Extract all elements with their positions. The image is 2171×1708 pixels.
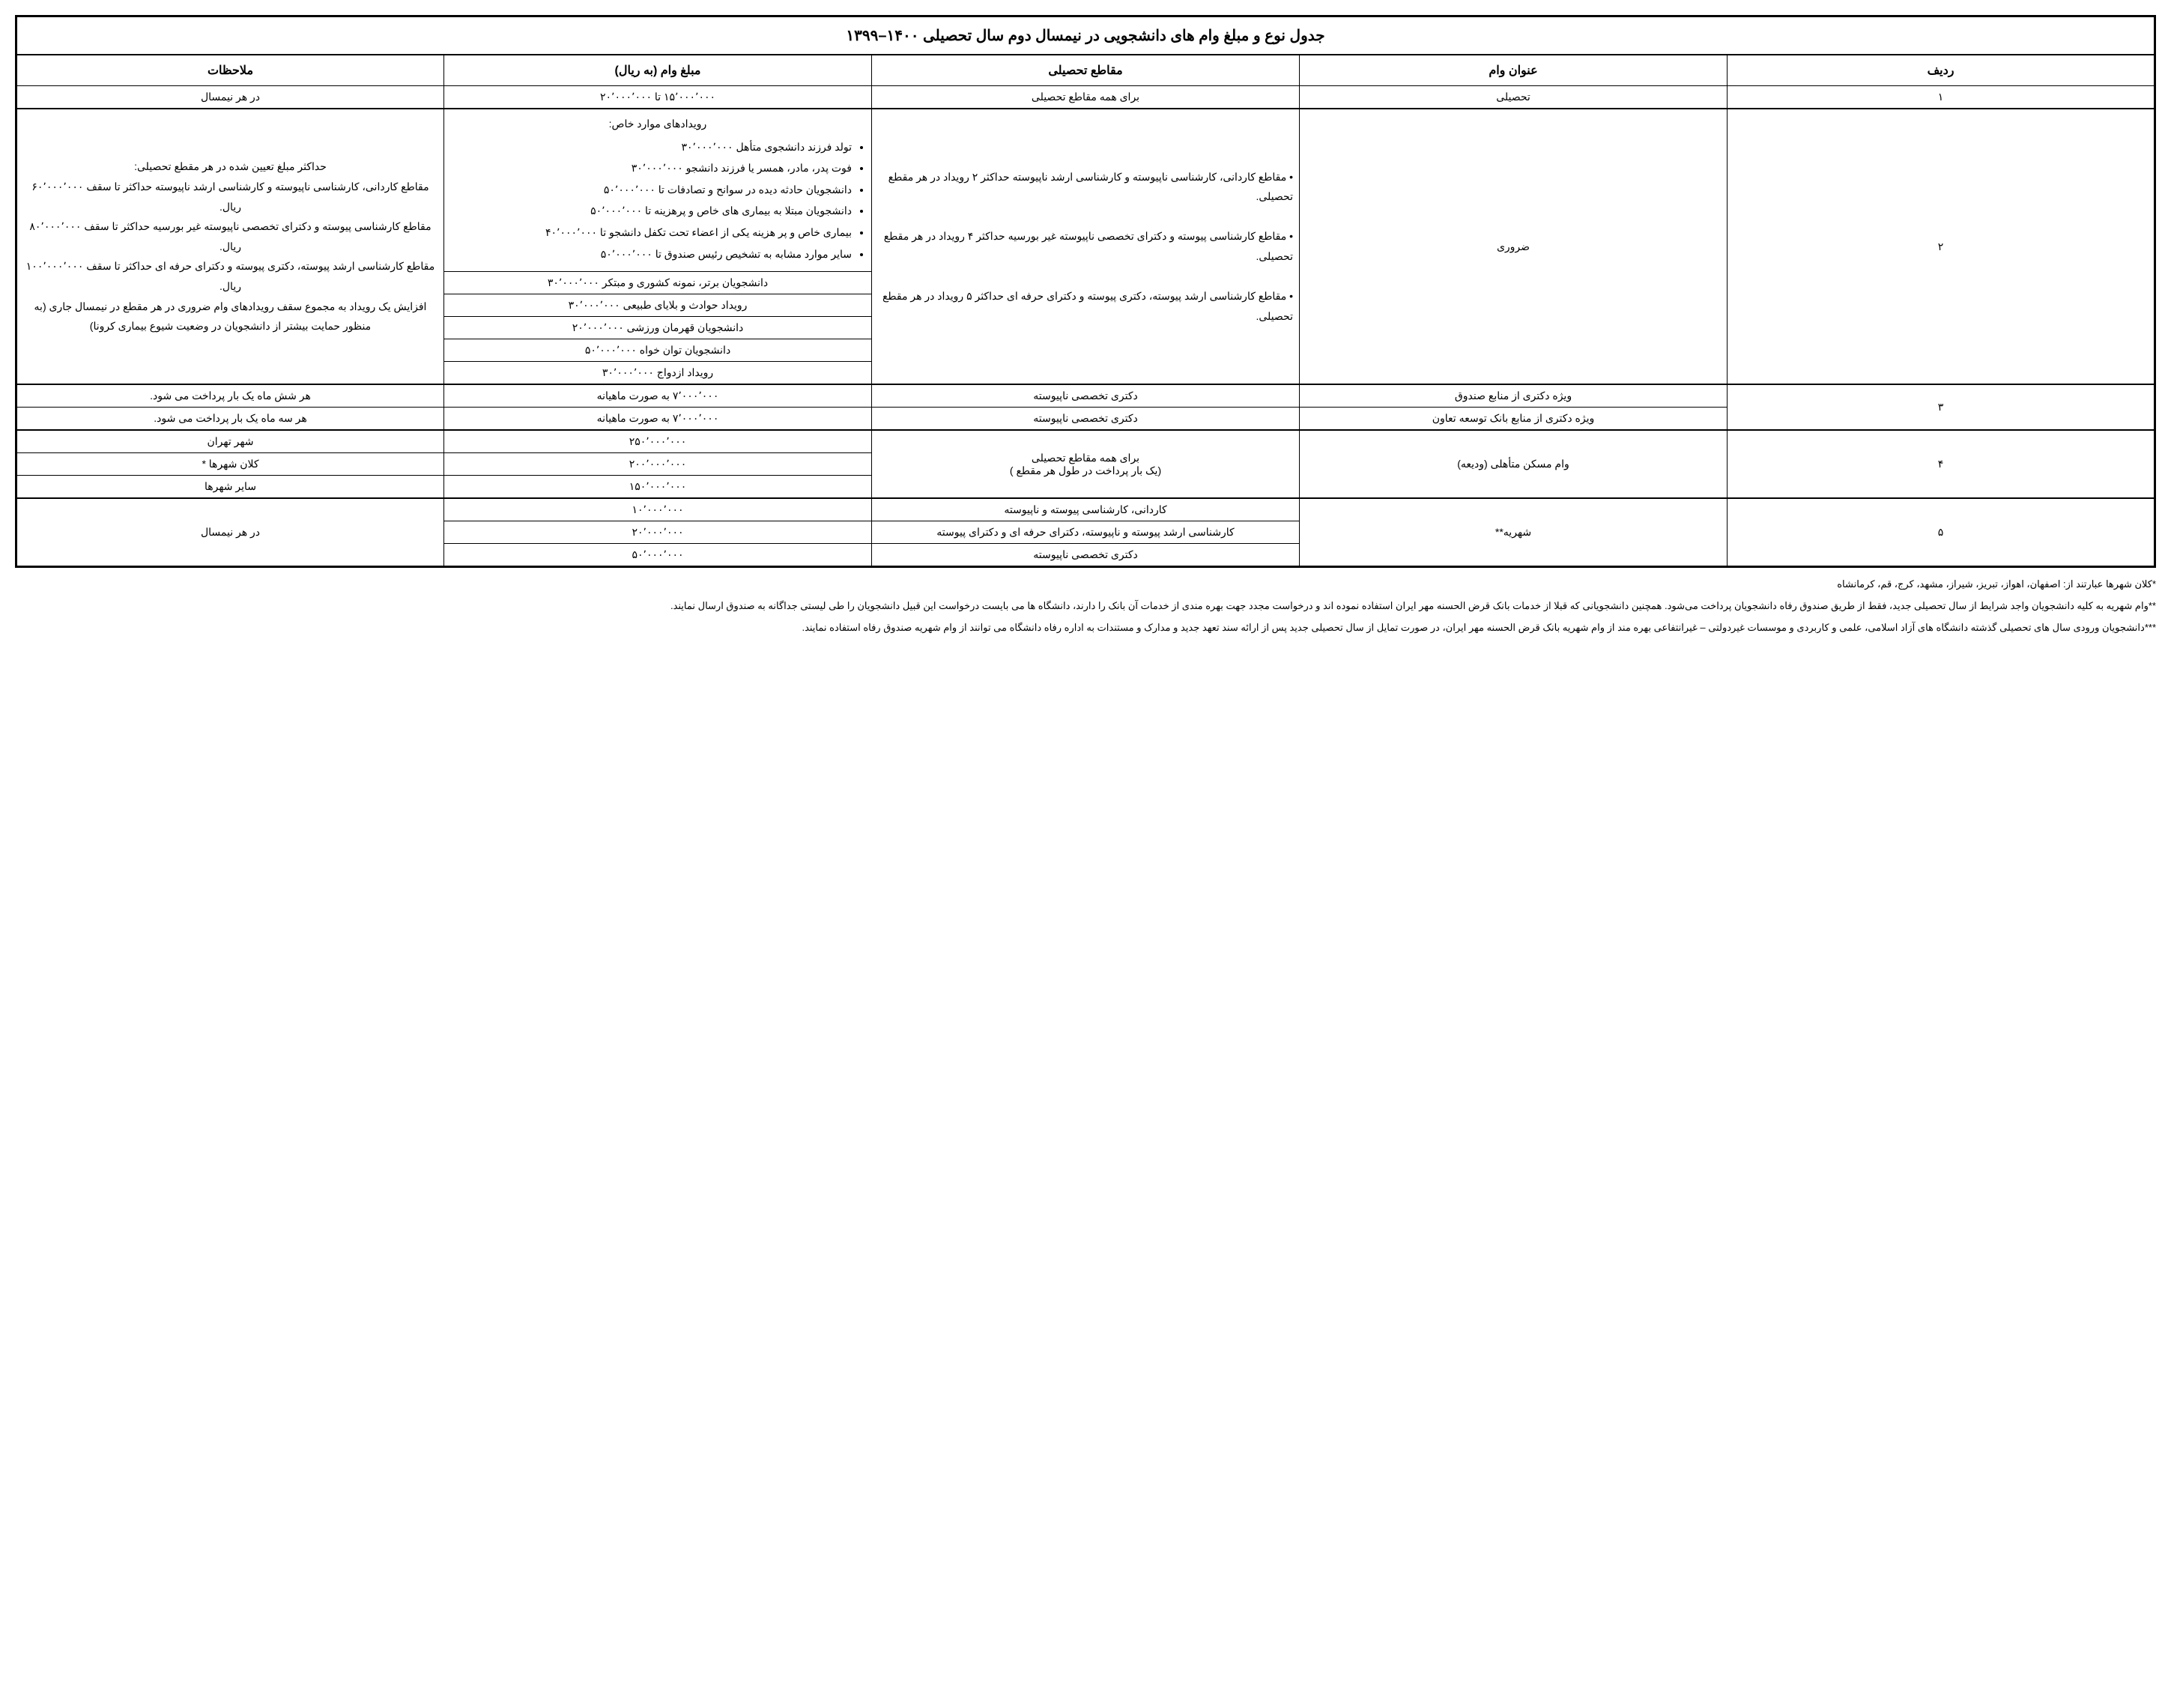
- cell-maghta: کاردانی، کارشناسی پیوسته و ناپیوسته: [872, 498, 1300, 521]
- maghta-line: • مقاطع کارشناسی ارشد پیوسته، دکتری پیوس…: [878, 286, 1293, 326]
- mol-line: مقاطع کارشناسی پیوسته و دکترای تخصصی ناپ…: [23, 216, 437, 256]
- page-container: جدول نوع و مبلغ وام های دانشجویی در نیمس…: [15, 15, 2156, 637]
- cell-maghta: • مقاطع کاردانی، کارشناسی ناپیوسته و کار…: [872, 109, 1300, 384]
- cell-maghta: دکتری تخصصی ناپیوسته: [872, 544, 1300, 567]
- cell-maghta: دکتری تخصصی ناپیوسته: [872, 384, 1300, 408]
- table-title: جدول نوع و مبلغ وام های دانشجویی در نیمس…: [16, 16, 2155, 55]
- cell-molahezat: کلان شهرها *: [16, 453, 444, 476]
- maghta-line: • مقاطع کاردانی، کارشناسی ناپیوسته و کار…: [878, 167, 1293, 207]
- cell-onvan: ضروری: [1300, 109, 1728, 384]
- cell-maghta: دکتری تخصصی ناپیوسته: [872, 408, 1300, 431]
- cell-onvan: شهریه**: [1300, 498, 1728, 567]
- cell-mablagh: ۲۵۰٬۰۰۰٬۰۰۰: [444, 430, 872, 453]
- cell-onvan: ویژه دکتری از منابع بانک توسعه تعاون: [1300, 408, 1728, 431]
- cell-radif: ۵: [1728, 498, 2155, 567]
- cell-onvan: وام مسکن متأهلی (ودیعه): [1300, 430, 1728, 498]
- cell-molahezat: هر سه ماه یک بار پرداخت می شود.: [16, 408, 444, 431]
- table-row: ۴ وام مسکن متأهلی (ودیعه) برای همه مقاطع…: [16, 430, 2155, 453]
- cell-mablagh: ۲۰٬۰۰۰٬۰۰۰: [444, 521, 872, 544]
- cell-molahezat: در هر نیمسال: [16, 498, 444, 567]
- cell-mablagh-special: رویدادهای موارد خاص: تولد فرزند دانشجوی …: [444, 109, 872, 272]
- cell-onvan: ویژه دکتری از منابع صندوق: [1300, 384, 1728, 408]
- cell-onvan: تحصیلی: [1300, 86, 1728, 109]
- maghta-line: (یک بار پرداخت در طول هر مقطع ): [878, 464, 1293, 477]
- cell-maghta: برای همه مقاطع تحصیلی: [872, 86, 1300, 109]
- cell-mablagh-sub: دانشجویان قهرمان ورزشی ۲۰٬۰۰۰٬۰۰۰: [444, 317, 872, 339]
- cell-mablagh: ۷٬۰۰۰٬۰۰۰ به صورت ماهیانه: [444, 408, 872, 431]
- footnotes: *کلان شهرها عبارتند از: اصفهان، اهواز، ت…: [15, 575, 2156, 637]
- footnote-line: **وام شهریه به کلیه دانشجویان واجد شرایط…: [15, 597, 2156, 616]
- cell-mablagh: ۱۰٬۰۰۰٬۰۰۰: [444, 498, 872, 521]
- cell-mablagh: ۲۰۰٬۰۰۰٬۰۰۰: [444, 453, 872, 476]
- table-row: ۵ شهریه** کاردانی، کارشناسی پیوسته و ناپ…: [16, 498, 2155, 521]
- special-list: تولد فرزند دانشجوی متأهل ۳۰٬۰۰۰٬۰۰۰ فوت …: [450, 137, 865, 264]
- cell-maghta: برای همه مقاطع تحصیلی (یک بار پرداخت در …: [872, 430, 1300, 498]
- list-item: تولد فرزند دانشجوی متأهل ۳۰٬۰۰۰٬۰۰۰: [450, 137, 852, 157]
- cell-radif: ۱: [1728, 86, 2155, 109]
- cell-mablagh-sub: رویداد ازدواج ۳۰٬۰۰۰٬۰۰۰: [444, 362, 872, 385]
- maghta-line: برای همه مقاطع تحصیلی: [878, 452, 1293, 464]
- table-row: ۱ تحصیلی برای همه مقاطع تحصیلی ۱۵٬۰۰۰٬۰۰…: [16, 86, 2155, 109]
- mol-line: حداکثر مبلغ تعیین شده در هر مقطع تحصیلی:: [23, 157, 437, 177]
- table-title-row: جدول نوع و مبلغ وام های دانشجویی در نیمس…: [16, 16, 2155, 55]
- col-header-molahezat: ملاحظات: [16, 55, 444, 86]
- cell-mablagh: ۱۵۰٬۰۰۰٬۰۰۰: [444, 476, 872, 499]
- col-header-mablagh: مبلغ وام (به ریال): [444, 55, 872, 86]
- mol-line: مقاطع کارشناسی ارشد پیوسته، دکتری پیوسته…: [23, 256, 437, 296]
- cell-mablagh-sub: دانشجویان توان خواه ۵۰٬۰۰۰٬۰۰۰: [444, 339, 872, 362]
- cell-mablagh: ۷٬۰۰۰٬۰۰۰ به صورت ماهیانه: [444, 384, 872, 408]
- footnote-line: ***دانشجویان ورودی سال های تحصیلی گذشته …: [15, 619, 2156, 638]
- special-title: رویدادهای موارد خاص:: [450, 114, 865, 134]
- maghta-line: • مقاطع کارشناسی پیوسته و دکترای تخصصی ن…: [878, 226, 1293, 266]
- cell-mablagh: ۱۵٬۰۰۰٬۰۰۰ تا ۲۰٬۰۰۰٬۰۰۰: [444, 86, 872, 109]
- list-item: دانشجویان حادثه دیده در سوانح و تصادفات …: [450, 180, 852, 200]
- col-header-onvan: عنوان وام: [1300, 55, 1728, 86]
- table-header-row: ردیف عنوان وام مقاطع تحصیلی مبلغ وام (به…: [16, 55, 2155, 86]
- list-item: دانشجویان مبتلا به بیماری های خاص و پرهز…: [450, 201, 852, 221]
- cell-molahezat: سایر شهرها: [16, 476, 444, 499]
- col-header-maghta: مقاطع تحصیلی: [872, 55, 1300, 86]
- cell-mablagh: ۵۰٬۰۰۰٬۰۰۰: [444, 544, 872, 567]
- mol-line: افزایش یک رویداد به مجموع سقف رویدادهای …: [23, 297, 437, 336]
- cell-molahezat: حداکثر مبلغ تعیین شده در هر مقطع تحصیلی:…: [16, 109, 444, 384]
- col-header-radif: ردیف: [1728, 55, 2155, 86]
- table-row: ۲ ضروری • مقاطع کاردانی، کارشناسی ناپیوس…: [16, 109, 2155, 272]
- cell-molahezat: هر شش ماه یک بار پرداخت می شود.: [16, 384, 444, 408]
- cell-radif: ۴: [1728, 430, 2155, 498]
- footnote-line: *کلان شهرها عبارتند از: اصفهان، اهواز، ت…: [15, 575, 2156, 594]
- loans-table: جدول نوع و مبلغ وام های دانشجویی در نیمس…: [15, 15, 2156, 568]
- mol-line: مقاطع کاردانی، کارشناسی ناپیوسته و کارشن…: [23, 177, 437, 216]
- cell-mablagh-sub: رویداد حوادث و بلایای طبیعی ۳۰٬۰۰۰٬۰۰۰: [444, 294, 872, 317]
- cell-molahezat: در هر نیمسال: [16, 86, 444, 109]
- list-item: بیماری خاص و پر هزینه یکی از اعضاء تحت ت…: [450, 222, 852, 243]
- table-row: ۳ ویژه دکتری از منابع صندوق دکتری تخصصی …: [16, 384, 2155, 408]
- cell-maghta: کارشناسی ارشد پیوسته و ناپیوسته، دکترای …: [872, 521, 1300, 544]
- cell-radif: ۲: [1728, 109, 2155, 384]
- cell-mablagh-sub: دانشجویان برتر، نمونه کشوری و مبتکر ۳۰٬۰…: [444, 272, 872, 294]
- cell-molahezat: شهر تهران: [16, 430, 444, 453]
- cell-radif: ۳: [1728, 384, 2155, 430]
- list-item: فوت پدر، مادر، همسر یا فرزند دانشجو ۳۰٬۰…: [450, 158, 852, 178]
- list-item: سایر موارد مشابه به تشخیص رئیس صندوق تا …: [450, 244, 852, 264]
